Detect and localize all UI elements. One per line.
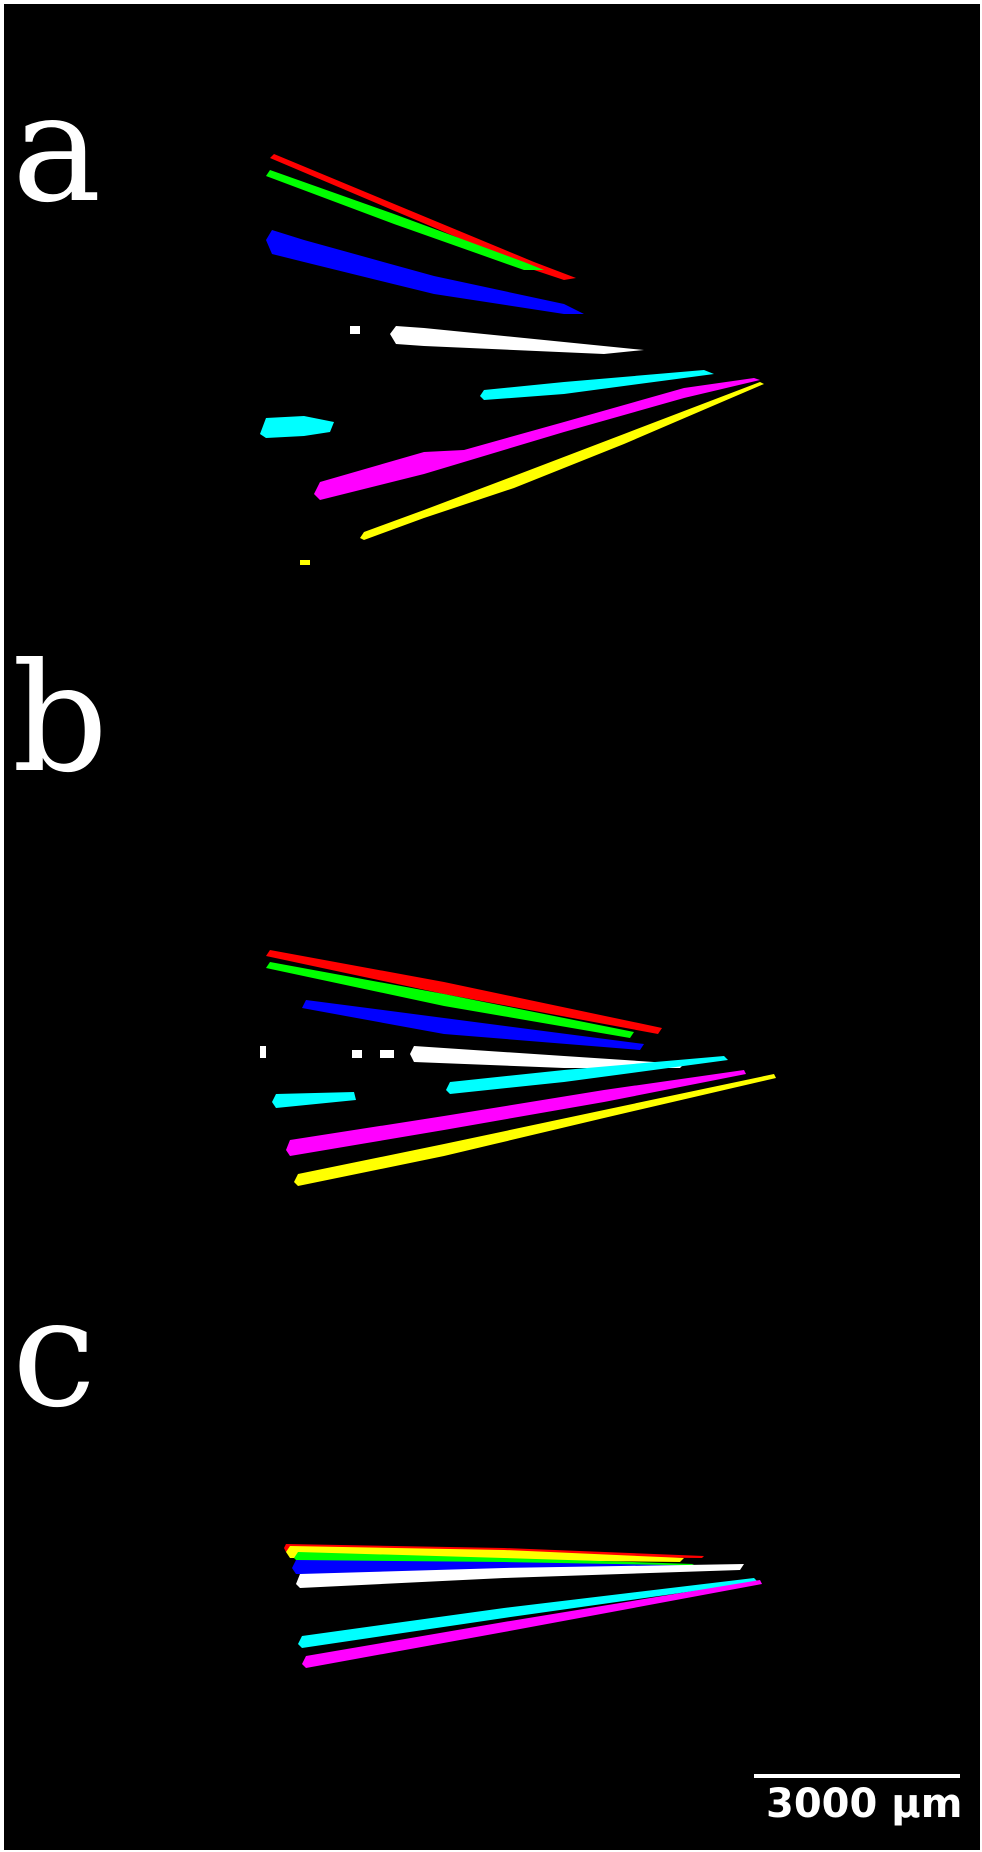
trace-white-speck-3 [380,1050,394,1058]
trace-white-speck-2 [352,1050,362,1058]
panel-a-image [260,154,764,565]
trace-green [266,170,544,270]
trace-cyan [446,1056,728,1094]
trace-magenta [286,1070,746,1156]
scale-bar [754,1774,960,1778]
trace-cyan [298,1578,758,1648]
trace-blue [302,1000,644,1050]
scale-bar-label: 3000 µm [766,1781,963,1827]
panel-c-image [284,1544,762,1668]
trace-white-speck [350,326,360,334]
trace-red [266,950,662,1034]
trace-yellow [294,1074,776,1186]
panel-label-b: b [12,632,109,806]
trace-white [296,1564,744,1588]
trace-white [390,326,644,354]
panel-label-a: a [12,62,102,236]
trace-white [410,1046,684,1068]
trace-blue [266,230,584,314]
trace-cyan-fragment [272,1092,356,1108]
panel-b-image [260,950,776,1186]
trace-yellow [360,382,764,540]
panel-label-c: c [12,1267,97,1441]
trace-white-speck-1 [260,1046,266,1058]
trace-cyan [480,370,714,400]
trace-magenta [302,1580,762,1668]
micrograph-figure: a b c 3000 µm [4,4,980,1850]
trace-cyan-fragment [260,416,334,438]
trace-yellow-speck [300,560,310,565]
trace-magenta [314,378,760,500]
trace-red [270,154,576,280]
trace-green [266,962,634,1038]
